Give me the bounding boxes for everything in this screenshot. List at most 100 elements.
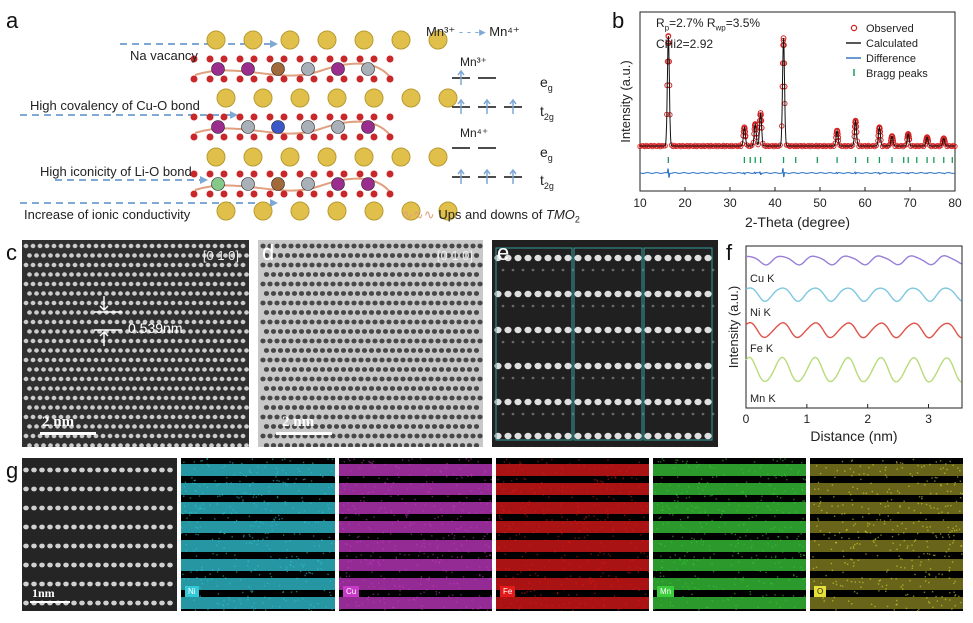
signal-noise xyxy=(738,524,740,526)
atom-column xyxy=(209,424,214,429)
signal-noise xyxy=(921,502,923,505)
atom-column xyxy=(237,405,242,410)
signal-noise xyxy=(347,477,349,479)
signal-noise xyxy=(484,479,486,481)
signal-noise xyxy=(722,459,724,462)
atom-column xyxy=(103,581,109,587)
signal-noise xyxy=(773,492,776,495)
atom-column xyxy=(205,319,211,325)
signal-noise xyxy=(777,535,780,538)
signal-noise xyxy=(742,472,744,474)
signal-noise xyxy=(610,489,612,491)
signal-noise xyxy=(865,553,867,555)
signal-noise xyxy=(739,536,741,539)
atom-column xyxy=(55,424,60,429)
atom-column xyxy=(298,443,305,447)
atom-column xyxy=(574,326,582,334)
atom-column xyxy=(424,291,431,296)
atom-column xyxy=(295,376,301,382)
atom-column xyxy=(368,291,375,296)
signal-noise xyxy=(637,603,639,606)
signal-noise xyxy=(253,494,255,496)
signal-noise xyxy=(726,598,729,601)
signal-noise xyxy=(867,525,869,527)
signal-noise xyxy=(953,539,955,542)
signal-noise xyxy=(903,532,905,534)
signal-noise xyxy=(696,559,699,561)
atom-column xyxy=(337,395,343,401)
atom-column xyxy=(396,424,403,429)
atom-column xyxy=(445,253,452,258)
atom-column xyxy=(184,414,190,420)
signal-noise xyxy=(624,527,627,529)
signal-noise xyxy=(902,584,904,586)
atom-column xyxy=(230,253,235,258)
signal-noise xyxy=(620,527,623,529)
signal-noise xyxy=(890,492,892,494)
signal-noise xyxy=(742,579,744,581)
oxygen-column xyxy=(531,340,535,344)
signal-noise xyxy=(626,470,628,472)
signal-noise xyxy=(856,592,858,594)
signal-noise xyxy=(282,481,284,483)
atom-column xyxy=(97,386,102,391)
oxygen-column xyxy=(631,304,635,308)
atom-column xyxy=(27,443,32,447)
signal-noise xyxy=(583,527,585,529)
atom-column xyxy=(333,405,340,410)
atom-column xyxy=(365,262,371,268)
panel-f: Cu K Ni K Fe K Mn K 0 1 2 3 Distance (nm) Intensi… xyxy=(722,242,970,452)
atom-column xyxy=(62,329,67,334)
signal-noise xyxy=(782,594,784,597)
signal-noise xyxy=(923,591,926,593)
atom-column xyxy=(414,243,420,249)
signal-noise xyxy=(844,470,846,472)
na-atom xyxy=(327,88,347,108)
atom-column xyxy=(160,405,165,410)
signal-noise xyxy=(201,492,204,494)
signal-noise xyxy=(954,605,956,607)
signal-noise xyxy=(390,486,393,488)
signal-noise xyxy=(895,578,897,580)
signal-noise xyxy=(959,497,962,499)
signal-noise xyxy=(687,585,689,588)
signal-noise xyxy=(658,517,660,520)
signal-noise xyxy=(241,462,243,465)
signal-noise xyxy=(423,542,425,545)
signal-noise xyxy=(271,529,273,532)
signal-noise xyxy=(399,553,401,555)
signal-noise xyxy=(347,560,350,563)
signal-noise xyxy=(603,563,605,565)
atom-column xyxy=(330,395,336,401)
signal-noise xyxy=(801,546,804,548)
atom-column xyxy=(132,367,137,372)
signal-noise xyxy=(854,523,857,525)
signal-noise xyxy=(503,509,505,512)
atom-column xyxy=(564,362,572,370)
atom-column xyxy=(159,562,165,568)
atom-column xyxy=(594,326,602,334)
signal-noise xyxy=(350,560,352,562)
signal-noise xyxy=(368,491,371,493)
atom-column xyxy=(330,357,336,363)
panel-label-c: c xyxy=(6,240,17,265)
atom-column xyxy=(614,254,622,262)
atom-column xyxy=(421,243,427,249)
atom-column xyxy=(417,272,424,277)
atom-column xyxy=(368,405,375,410)
signal-noise xyxy=(431,481,434,483)
atom-column xyxy=(226,338,232,344)
element-band xyxy=(339,502,492,514)
signal-noise xyxy=(857,536,860,539)
signal-noise xyxy=(766,505,769,507)
signal-noise xyxy=(243,534,245,537)
signal-noise xyxy=(899,462,902,464)
atom-column xyxy=(23,300,29,306)
signal-noise xyxy=(786,536,788,538)
signal-noise xyxy=(420,577,423,580)
signal-noise xyxy=(551,519,553,521)
signal-noise xyxy=(607,475,609,478)
signal-noise xyxy=(188,521,190,523)
signal-noise xyxy=(591,597,593,599)
o-atom xyxy=(250,190,258,198)
